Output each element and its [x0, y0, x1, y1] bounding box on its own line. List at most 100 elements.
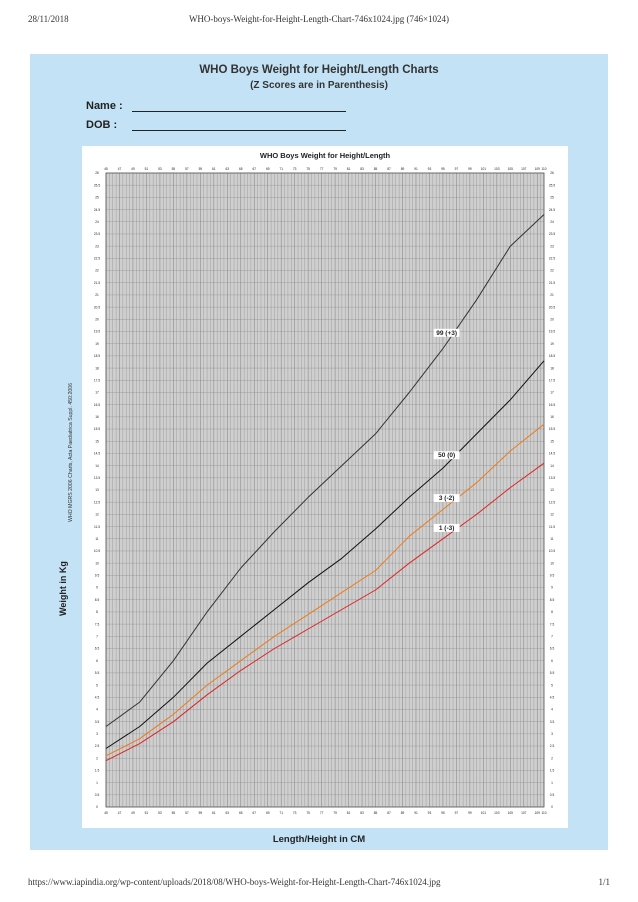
x-tick-label: 59	[199, 167, 203, 171]
y-tick-label: 14.5	[94, 452, 100, 456]
x-tick-label: 51	[145, 167, 149, 171]
y-tick-label: 12.5	[94, 500, 100, 504]
y-tick-label: 10.5	[94, 549, 100, 553]
y-tick-label-right: 22	[550, 269, 554, 273]
x-tick-label: 65	[239, 167, 243, 171]
series-line-1	[105, 360, 545, 749]
x-tick-label: 110	[541, 167, 546, 171]
y-tick-label: 22	[95, 269, 99, 273]
x-tick-label: 99	[468, 167, 472, 171]
y-tick-label-right: 18	[550, 366, 554, 370]
name-field-line	[132, 111, 346, 112]
y-tick-label-right: 23.5	[549, 232, 555, 236]
y-tick-label: 14	[95, 464, 99, 468]
y-tick-label-right: 8	[551, 610, 553, 614]
x-tick-label: 53	[158, 811, 162, 815]
y-tick-label: 16.5	[94, 403, 100, 407]
x-tick-label: 91	[414, 811, 418, 815]
y-tick-label: 13.5	[94, 476, 100, 480]
series-line-0	[105, 214, 545, 727]
x-tick-label: 67	[252, 811, 256, 815]
y-tick-label-right: 17.5	[549, 378, 555, 382]
y-tick-label-right: 6.5	[550, 647, 555, 651]
y-tick-label: 12	[95, 513, 99, 517]
x-tick-label: 95	[441, 811, 445, 815]
y-tick-label-right: 1	[551, 781, 553, 785]
dob-field-line	[132, 130, 346, 131]
x-tick-label: 93	[428, 167, 432, 171]
y-tick-label-right: 12.5	[549, 500, 555, 504]
x-tick-label: 49	[131, 811, 135, 815]
x-tick-label: 83	[360, 167, 364, 171]
y-tick-label-right: 21.5	[549, 281, 555, 285]
series-label: 3 (-2)	[439, 495, 455, 502]
y-tick-label-right: 4.5	[550, 695, 555, 699]
y-tick-label: 19.5	[94, 330, 100, 334]
y-tick-label-right: 9	[551, 586, 553, 590]
weight-for-length-chart: WHO Boys Weight for Height/Length 454547…	[94, 151, 555, 815]
y-tick-label-right: 10.5	[549, 549, 555, 553]
y-tick-label: 6	[96, 659, 98, 663]
x-tick-label: 81	[347, 167, 351, 171]
y-tick-label-right: 0.5	[550, 793, 555, 797]
series-label-bg	[433, 451, 460, 460]
series-label: 1 (-3)	[439, 525, 455, 532]
series-label-bg	[433, 328, 460, 337]
y-tick-label-right: 15	[550, 439, 554, 443]
y-tick-label: 4	[96, 708, 98, 712]
y-tick-label: 5	[96, 683, 98, 687]
y-tick-label-right: 8.5	[550, 598, 555, 602]
y-tick-label-right: 19.5	[549, 330, 555, 334]
y-tick-label: 16	[95, 415, 99, 419]
x-tick-label: 63	[226, 811, 230, 815]
y-tick-label: 25.5	[94, 183, 100, 187]
y-tick-label: 15	[95, 439, 99, 443]
series-label: 99 (+3)	[436, 330, 457, 337]
x-tick-label: 75	[306, 167, 310, 171]
x-tick-label: 89	[401, 167, 405, 171]
y-tick-label-right: 6	[551, 659, 553, 663]
print-title: WHO-boys-Weight-for-Height-Length-Chart-…	[188, 14, 450, 24]
y-tick-label: 7	[96, 635, 98, 639]
y-tick-label-right: 24	[550, 220, 554, 224]
x-tick-label: 91	[414, 167, 418, 171]
y-tick-label-right: 25.5	[549, 183, 555, 187]
x-tick-label: 63	[226, 167, 230, 171]
print-url: https://www.iapindia.org/wp-content/uplo…	[28, 877, 441, 887]
y-tick-label-right: 4	[551, 708, 553, 712]
chart-panel: WHO Boys Weight for Height/Length 45 45 47…	[82, 146, 568, 828]
x-tick-label: 59	[199, 811, 203, 815]
x-tick-label: 57	[185, 167, 189, 171]
y-tick-label: 19	[95, 342, 99, 346]
y-tick-label-right: 5	[551, 683, 553, 687]
y-tick-label: 3.5	[95, 720, 100, 724]
y-tick-label-right: 22.5	[549, 257, 555, 261]
y-tick-label: 26	[95, 171, 99, 175]
y-tick-label-right: 7.5	[550, 622, 555, 626]
tick-labels: 4545474749495151535355555757595961616363…	[94, 167, 555, 815]
y-tick-label: 0.5	[95, 793, 100, 797]
series-lines	[105, 214, 545, 762]
x-tick-label: 77	[320, 811, 324, 815]
y-tick-label: 5.5	[95, 671, 100, 675]
y-tick-label-right: 13.5	[549, 476, 555, 480]
x-tick-label: 109	[535, 811, 541, 815]
y-tick-label-right: 10	[550, 561, 554, 565]
y-tick-label-right: 2.5	[550, 744, 555, 748]
x-tick-label: 110	[541, 811, 546, 815]
y-tick-label-right: 7	[551, 635, 553, 639]
sheet-title: WHO Boys Weight for Height/Length Charts	[199, 64, 439, 76]
y-tick-label: 6.5	[95, 647, 100, 651]
x-tick-label: 103	[494, 167, 500, 171]
series-line-2	[105, 423, 545, 757]
x-tick-label: 103	[494, 811, 500, 815]
y-tick-label: 2.5	[95, 744, 100, 748]
x-tick-label: 87	[387, 811, 391, 815]
y-tick-label: 17.5	[94, 378, 100, 382]
x-tick-label: 95	[441, 167, 445, 171]
y-tick-label-right: 24.5	[549, 208, 555, 212]
y-tick-label-right: 14	[550, 464, 554, 468]
y-tick-label-right: 1.5	[550, 769, 555, 773]
x-tick-label: 101	[481, 167, 487, 171]
x-tick-label: 97	[455, 811, 459, 815]
